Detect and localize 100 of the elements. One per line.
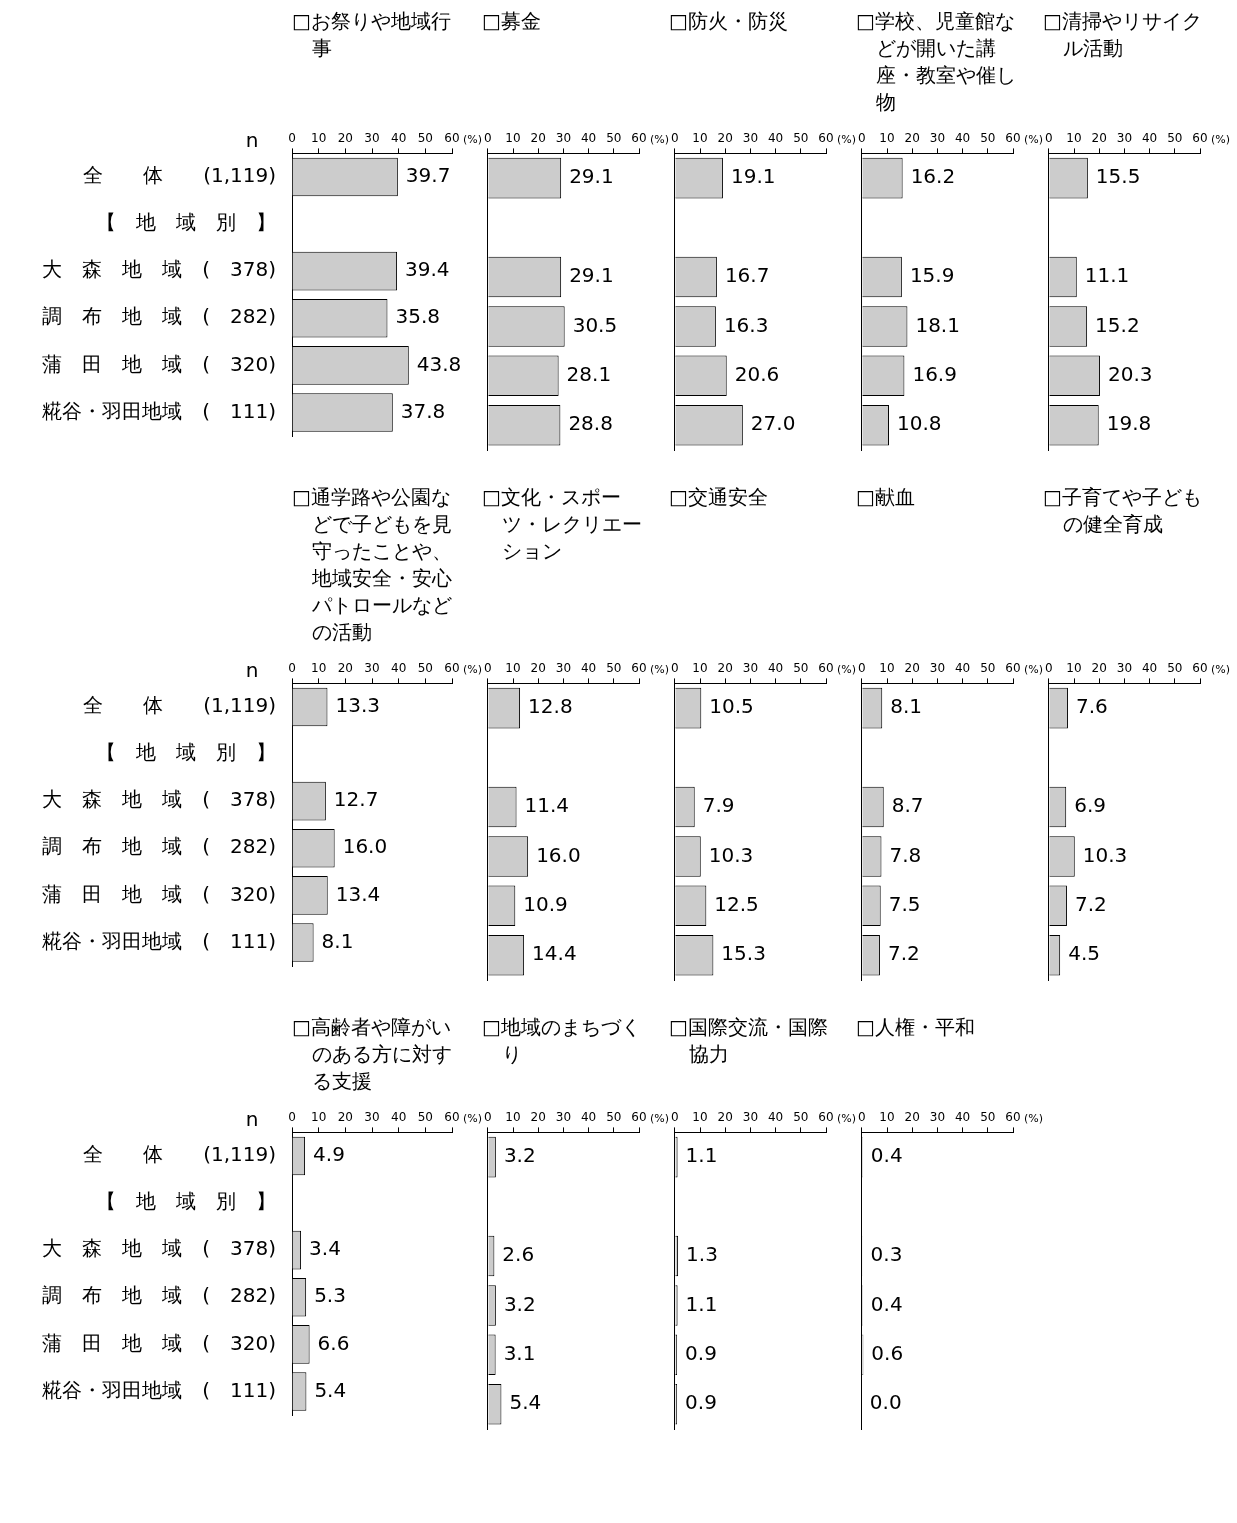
data-label: 7.8 <box>889 842 922 867</box>
y-tick-label: 糀谷・羽田地域 ( 111) <box>42 1377 276 1402</box>
data-label: 0.4 <box>870 1291 903 1316</box>
data-label: 43.8 <box>416 351 462 376</box>
x-tick-label: 20 <box>904 131 920 146</box>
x-axis-title: (%) <box>463 662 483 676</box>
y-tick-label: 調 布 地 域 ( 282) <box>42 834 276 859</box>
x-tick-label: 0 <box>484 1110 492 1125</box>
data-label: 7.2 <box>1074 892 1107 917</box>
x-tick-label: 30 <box>555 1110 572 1125</box>
x-tick-label: 60 <box>1192 661 1208 676</box>
x-tick-label: 60 <box>444 1110 460 1125</box>
y-tick-label: 糀谷・羽田地域 ( 111) <box>42 928 276 953</box>
y-tick-label: 大 森 地 域 ( 378) <box>42 787 276 812</box>
x-tick-label: 0 <box>484 131 492 146</box>
data-label: 12.8 <box>528 694 573 719</box>
data-label: 28.8 <box>568 411 613 436</box>
x-tick-label: 50 <box>606 661 622 676</box>
x-tick-label: 20 <box>904 661 920 676</box>
x-tick-label: 50 <box>793 1110 809 1125</box>
x-axis-title: (%) <box>837 1111 857 1125</box>
data-label: 2.6 <box>502 1242 535 1267</box>
x-tick-label: 60 <box>818 1110 834 1125</box>
chart-title: □お祭りや地域行事 <box>292 8 452 62</box>
data-label: 7.5 <box>888 892 921 917</box>
y-tick-label: 糀谷・羽田地域 ( 111) <box>42 398 276 423</box>
x-tick-label: 0 <box>484 661 492 676</box>
x-tick-label: 10 <box>505 661 521 676</box>
x-tick-label: 0 <box>858 661 866 676</box>
x-tick-label: 10 <box>311 131 327 146</box>
y-tick-label: 蒲 田 地 域 ( 320) <box>42 351 276 376</box>
x-tick-label: 30 <box>364 131 380 146</box>
x-tick-label: 40 <box>580 661 597 676</box>
x-tick-label: 0 <box>1045 661 1053 676</box>
data-label: 16.0 <box>342 834 388 859</box>
chart-title: □文化・スポーツ・レクリエーション <box>482 484 643 565</box>
data-label: 0.9 <box>685 1341 717 1366</box>
x-tick-label: 30 <box>929 131 946 146</box>
data-label: 29.1 <box>569 263 614 288</box>
y-tick-label: 調 布 地 域 ( 282) <box>42 304 276 329</box>
data-label: 5.4 <box>314 1377 347 1402</box>
x-tick-label: 20 <box>1091 661 1107 676</box>
x-tick-label: 20 <box>530 661 546 676</box>
chart-title: □献血 <box>856 484 916 511</box>
data-label: 12.7 <box>333 787 379 812</box>
x-axis-title: (%) <box>1024 662 1044 676</box>
data-label: 30.5 <box>572 312 618 337</box>
data-label: 0.6 <box>871 1341 904 1366</box>
x-tick-label: 20 <box>1091 131 1107 146</box>
x-tick-label: 0 <box>671 131 679 146</box>
data-label: 10.3 <box>708 842 754 867</box>
data-label: 4.5 <box>1068 941 1100 966</box>
x-tick-label: 40 <box>1141 661 1158 676</box>
data-label: 35.8 <box>395 304 440 329</box>
x-axis-title: (%) <box>463 1111 483 1125</box>
x-tick-label: 30 <box>742 661 759 676</box>
data-label: 0.9 <box>685 1390 717 1415</box>
x-tick-label: 20 <box>717 661 733 676</box>
data-label: 7.2 <box>887 941 920 966</box>
x-tick-label: 10 <box>1066 661 1082 676</box>
data-label: 12.5 <box>714 892 759 917</box>
x-tick-label: 60 <box>1005 1110 1021 1125</box>
data-label: 10.8 <box>897 411 942 436</box>
data-label: 16.7 <box>724 263 770 288</box>
data-label: 19.8 <box>1106 411 1152 436</box>
x-tick-label: 30 <box>555 661 572 676</box>
x-tick-label: 60 <box>631 661 647 676</box>
x-tick-label: 10 <box>692 661 708 676</box>
chart-title: □募金 <box>482 8 542 35</box>
data-label: 6.9 <box>1074 793 1107 818</box>
data-label: 1.3 <box>686 1242 718 1267</box>
x-tick-label: 50 <box>1167 661 1183 676</box>
chart-title: □防火・防災 <box>669 8 789 35</box>
x-tick-label: 50 <box>1167 131 1183 146</box>
data-label: 8.7 <box>891 793 924 818</box>
data-label: 3.4 <box>309 1236 341 1261</box>
y-tick-label: 全 体 (1,119) <box>83 1142 276 1167</box>
x-tick-label: 10 <box>879 1110 895 1125</box>
x-tick-label: 50 <box>417 1110 433 1125</box>
x-tick-label: 0 <box>858 1110 866 1125</box>
x-tick-label: 10 <box>505 131 521 146</box>
x-tick-label: 20 <box>337 131 353 146</box>
data-label: 16.0 <box>536 842 581 867</box>
x-tick-label: 40 <box>954 1110 971 1125</box>
x-tick-label: 20 <box>530 1110 546 1125</box>
chart-title: □人権・平和 <box>856 1014 976 1041</box>
x-axis-title: (%) <box>650 132 670 146</box>
data-label: 10.3 <box>1082 842 1128 867</box>
x-axis-title: (%) <box>463 132 483 146</box>
data-label: 8.1 <box>321 928 354 953</box>
data-label: 3.1 <box>503 1341 536 1366</box>
data-label: 15.9 <box>909 263 955 288</box>
y-tick-label: 【 地 域 別 】 <box>96 740 276 765</box>
x-tick-label: 40 <box>580 131 597 146</box>
x-tick-label: 20 <box>717 1110 733 1125</box>
data-label: 27.0 <box>750 411 796 436</box>
x-tick-label: 0 <box>288 661 296 676</box>
chart-title: □通学路や公園などで子どもを見守ったことや、地域安全・安心パトロールなどの活動 <box>292 484 453 646</box>
x-tick-label: 60 <box>1005 661 1021 676</box>
x-tick-label: 50 <box>793 131 809 146</box>
